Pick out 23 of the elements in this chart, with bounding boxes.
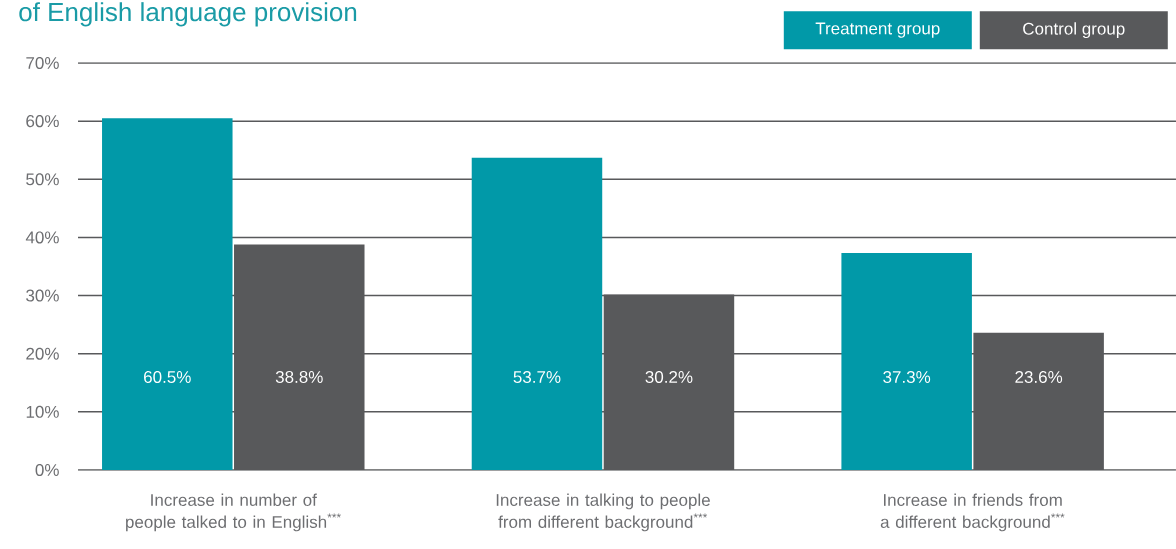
y-tick-label: 60% (26, 115, 59, 128)
data-label: 30.2% (645, 370, 693, 384)
x-tick-label: Increase in number of people talked to in English$^{***}$ (126, 493, 341, 532)
text: Control group (1023, 22, 1125, 39)
bar (102, 118, 233, 470)
y-tick-label: 20% (26, 347, 59, 360)
y-tick-label: 10% (26, 405, 59, 418)
data-label: 60.5% (144, 370, 191, 384)
text: Treatment group (815, 22, 940, 38)
x-tick-label: Increase in friends from a different background$^{***}$ (880, 493, 1065, 532)
y-tick-label: 30% (26, 289, 59, 302)
y-tick-label: 70% (26, 56, 59, 70)
chart-title: of English language provision (19, 2, 357, 27)
data-label: 53.7% (513, 370, 561, 384)
data-label: 37.3% (883, 370, 931, 384)
y-tick-label: 50% (26, 173, 59, 186)
y-tick-label: 0% (35, 463, 59, 477)
x-tick-label: Increase in talking to people from different background$^{***}$ (496, 493, 710, 532)
bar (841, 253, 972, 470)
data-label: 23.6% (1015, 370, 1063, 384)
bar (471, 157, 603, 470)
data-label: 38.8% (275, 370, 323, 384)
y-tick-label: 40% (25, 231, 59, 244)
